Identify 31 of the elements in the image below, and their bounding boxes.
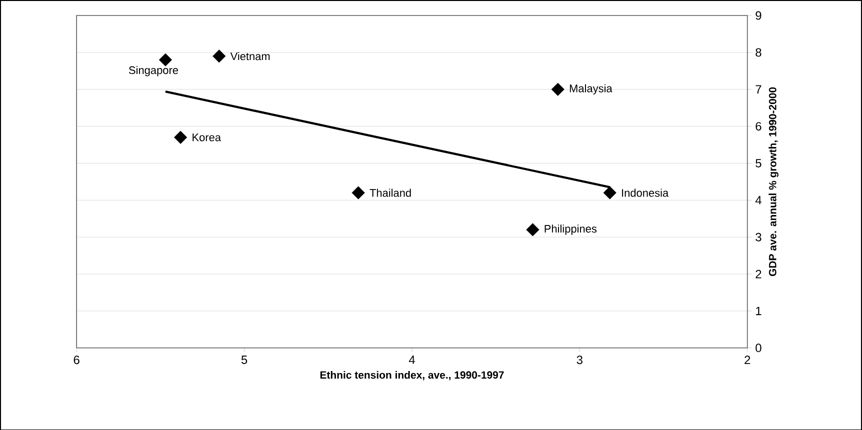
- annotation: Korea: [192, 133, 221, 141]
- y-tick-label: 7: [756, 85, 762, 94]
- x-tick-label: 2: [744, 355, 750, 364]
- x-tick-label: 6: [74, 355, 80, 364]
- point: [352, 186, 365, 200]
- point: [174, 130, 188, 144]
- y-tick-label: 9: [756, 11, 762, 20]
- x-tick-label: 5: [241, 355, 248, 364]
- y-tick-label: 6: [756, 122, 762, 130]
- x-tick-label: 4: [408, 355, 415, 364]
- y-tick-label: 4: [755, 196, 762, 204]
- point: [526, 222, 540, 236]
- y-tick-label: 3: [756, 232, 762, 242]
- annotation: Indonesia: [622, 188, 669, 197]
- point: [551, 82, 564, 96]
- x-tick-label: 3: [576, 355, 582, 364]
- point: [158, 53, 172, 66]
- x-axis-title: Ethnic tension index, ave., 1990-1997: [320, 370, 504, 380]
- annotation: Vietnam: [230, 52, 270, 60]
- point: [603, 186, 616, 200]
- y-tick-label: 1: [756, 306, 762, 315]
- annotation: Malaysia: [570, 84, 612, 94]
- y-axis-title: GDP ave. annual % growth, 1990-2000: [768, 87, 778, 276]
- annotation: Singapore: [128, 66, 178, 76]
- annotation: Philippines: [544, 224, 597, 235]
- point: [212, 49, 226, 62]
- y-tick-label: 0: [756, 343, 762, 352]
- annotation: Thailand: [370, 188, 411, 197]
- y-tick-label: 5: [756, 158, 762, 168]
- y-tick-label: 2: [756, 270, 762, 278]
- y-tick-label: 8: [756, 48, 762, 56]
